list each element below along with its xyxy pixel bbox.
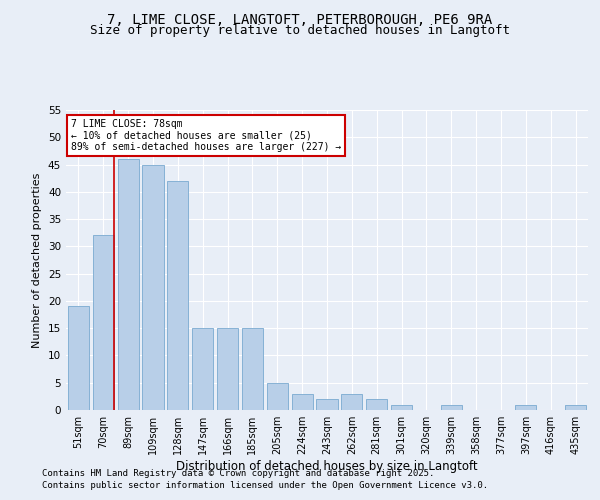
Text: Contains HM Land Registry data © Crown copyright and database right 2025.: Contains HM Land Registry data © Crown c… — [42, 468, 434, 477]
Bar — [441, 404, 462, 410]
Bar — [341, 394, 362, 410]
Text: Contains public sector information licensed under the Open Government Licence v3: Contains public sector information licen… — [42, 481, 488, 490]
Text: Size of property relative to detached houses in Langtoft: Size of property relative to detached ho… — [90, 24, 510, 37]
Bar — [366, 399, 387, 410]
Bar — [167, 181, 188, 410]
Y-axis label: Number of detached properties: Number of detached properties — [32, 172, 43, 348]
Bar — [68, 306, 89, 410]
Text: 7 LIME CLOSE: 78sqm
← 10% of detached houses are smaller (25)
89% of semi-detach: 7 LIME CLOSE: 78sqm ← 10% of detached ho… — [71, 119, 341, 152]
Bar — [391, 404, 412, 410]
X-axis label: Distribution of detached houses by size in Langtoft: Distribution of detached houses by size … — [176, 460, 478, 473]
Bar — [267, 382, 288, 410]
Text: 7, LIME CLOSE, LANGTOFT, PETERBOROUGH, PE6 9RA: 7, LIME CLOSE, LANGTOFT, PETERBOROUGH, P… — [107, 12, 493, 26]
Bar — [217, 328, 238, 410]
Bar — [118, 159, 139, 410]
Bar — [242, 328, 263, 410]
Bar — [142, 164, 164, 410]
Bar — [292, 394, 313, 410]
Bar — [515, 404, 536, 410]
Bar — [93, 236, 114, 410]
Bar — [565, 404, 586, 410]
Bar — [192, 328, 213, 410]
Bar — [316, 399, 338, 410]
